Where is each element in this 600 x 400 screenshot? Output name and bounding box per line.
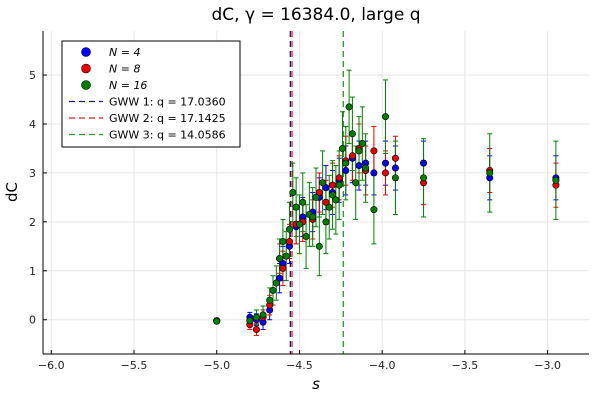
legend-marker bbox=[81, 47, 91, 57]
data-point bbox=[272, 279, 280, 287]
data-point bbox=[486, 169, 494, 177]
data-point bbox=[299, 198, 307, 206]
x-tick-label: −6.0 bbox=[38, 359, 65, 372]
data-point bbox=[358, 140, 366, 148]
data-point bbox=[345, 103, 353, 111]
data-point bbox=[362, 164, 370, 172]
data-point bbox=[348, 152, 356, 160]
data-points bbox=[213, 103, 560, 334]
data-point bbox=[302, 233, 310, 241]
data-point bbox=[355, 162, 363, 170]
data-point bbox=[252, 326, 260, 334]
y-tick-label: 3 bbox=[29, 167, 36, 180]
data-point bbox=[213, 317, 221, 325]
data-point bbox=[286, 225, 294, 233]
data-point bbox=[269, 286, 277, 294]
legend-label: GWW 2: q = 17.1425 bbox=[109, 112, 226, 125]
y-tick-label: 1 bbox=[29, 265, 36, 278]
data-point bbox=[329, 191, 337, 199]
data-point bbox=[381, 159, 389, 167]
data-point bbox=[420, 159, 428, 167]
x-tick-label: −3.0 bbox=[534, 359, 561, 372]
data-point bbox=[322, 184, 330, 192]
chart-title: dC, γ = 16384.0, large q bbox=[212, 5, 421, 25]
data-point bbox=[332, 196, 340, 204]
data-point bbox=[370, 147, 378, 155]
data-point bbox=[352, 179, 360, 187]
legend-marker bbox=[81, 80, 91, 90]
data-point bbox=[391, 164, 399, 172]
data-point bbox=[338, 144, 346, 152]
legend-box bbox=[61, 40, 241, 148]
data-point bbox=[279, 237, 287, 245]
data-point bbox=[276, 274, 284, 282]
data-point bbox=[315, 189, 323, 197]
data-point bbox=[319, 179, 327, 187]
data-point bbox=[335, 181, 343, 189]
data-point bbox=[266, 296, 274, 304]
data-point bbox=[322, 218, 330, 226]
data-point bbox=[342, 166, 350, 174]
data-point bbox=[295, 220, 303, 228]
x-tick-label: −4.0 bbox=[369, 359, 396, 372]
data-point bbox=[259, 311, 267, 319]
data-point bbox=[391, 174, 399, 182]
data-point bbox=[370, 169, 378, 177]
x-tick-label: −5.0 bbox=[203, 359, 230, 372]
data-point bbox=[348, 130, 356, 138]
data-point bbox=[325, 203, 333, 211]
data-point bbox=[292, 203, 300, 211]
x-tick-labels: −6.0 −5.5 −5.0 −4.5 −4.0 −3.5 −3.0 bbox=[38, 359, 561, 372]
data-point bbox=[315, 242, 323, 250]
y-tick-label: 2 bbox=[29, 216, 36, 229]
data-point bbox=[335, 174, 343, 182]
x-axis-label: s bbox=[312, 375, 320, 393]
data-point bbox=[322, 198, 330, 206]
error-bars bbox=[214, 69, 559, 336]
y-axis-label: dC bbox=[3, 182, 21, 202]
legend: N = 4 N = 8 N = 16 GWW 1: q = 17.0360 GWW 2:… bbox=[61, 40, 241, 148]
data-point bbox=[282, 252, 290, 260]
axes bbox=[42, 31, 589, 355]
data-point bbox=[279, 264, 287, 272]
data-point bbox=[391, 154, 399, 162]
y-tick-labels: 0 1 2 3 4 5 bbox=[29, 69, 36, 327]
data-point bbox=[381, 169, 389, 177]
legend-label: N = 8 bbox=[109, 63, 140, 76]
data-point bbox=[309, 213, 317, 221]
data-point bbox=[276, 255, 284, 263]
data-point bbox=[286, 237, 294, 245]
data-point bbox=[342, 159, 350, 167]
y-tick-label: 5 bbox=[29, 69, 36, 82]
legend-label: GWW 3: q = 14.0586 bbox=[109, 129, 226, 142]
data-point bbox=[246, 317, 254, 325]
data-point bbox=[289, 189, 297, 197]
y-tick-label: 0 bbox=[29, 314, 36, 327]
x-tick-label: −5.5 bbox=[121, 359, 148, 372]
legend-label: N = 4 bbox=[109, 46, 140, 59]
x-tick-label: −3.5 bbox=[452, 359, 479, 372]
x-tick-label: −4.5 bbox=[286, 359, 313, 372]
data-point bbox=[420, 174, 428, 182]
legend-label: N = 16 bbox=[109, 79, 147, 92]
data-point bbox=[381, 113, 389, 121]
data-point bbox=[329, 181, 337, 189]
legend-label: GWW 1: q = 17.0360 bbox=[109, 96, 226, 109]
data-point bbox=[552, 176, 560, 184]
legend-marker bbox=[81, 63, 91, 74]
data-point bbox=[355, 147, 363, 155]
y-tick-label: 4 bbox=[29, 118, 36, 131]
data-point bbox=[312, 193, 320, 201]
data-point bbox=[370, 206, 378, 214]
data-point bbox=[252, 313, 260, 321]
